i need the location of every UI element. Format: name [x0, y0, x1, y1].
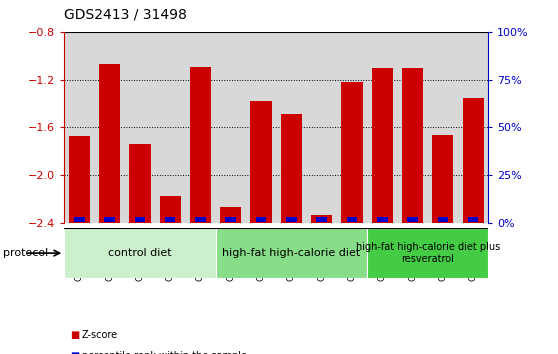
Bar [134, 217, 145, 222]
Bar [468, 217, 478, 222]
Bar [337, 32, 367, 223]
Bar [190, 67, 211, 223]
Bar [432, 135, 454, 223]
Text: GDS2413 / 31498: GDS2413 / 31498 [64, 7, 187, 21]
Bar [402, 68, 423, 223]
Bar [64, 228, 215, 278]
Text: ■: ■ [70, 330, 79, 340]
Text: high-fat high-calorie diet plus
resveratrol: high-fat high-calorie diet plus resverat… [355, 242, 500, 264]
Bar [463, 98, 484, 223]
Bar [99, 64, 120, 223]
Bar [341, 82, 363, 223]
Bar [407, 217, 418, 222]
Bar [306, 32, 337, 223]
Bar [437, 217, 448, 222]
Bar [220, 207, 242, 223]
Bar [69, 136, 90, 223]
Bar [347, 217, 357, 222]
Bar [225, 217, 236, 222]
Bar [256, 217, 266, 222]
Text: ■: ■ [70, 351, 79, 354]
Bar [64, 32, 94, 223]
Bar [129, 144, 151, 223]
Bar [195, 217, 206, 222]
Text: percentile rank within the sample: percentile rank within the sample [82, 351, 247, 354]
Bar [251, 101, 272, 223]
Bar [215, 32, 246, 223]
Bar [367, 32, 397, 223]
Bar [155, 32, 185, 223]
Bar [286, 217, 297, 222]
Text: protocol: protocol [3, 248, 48, 258]
Bar [165, 217, 175, 222]
Text: control diet: control diet [108, 248, 172, 258]
Bar [160, 195, 181, 223]
Bar [377, 217, 387, 222]
Bar [281, 114, 302, 223]
Bar [185, 32, 215, 223]
Bar [104, 217, 115, 222]
Bar [74, 217, 85, 222]
Bar [316, 217, 327, 222]
Bar [372, 68, 393, 223]
Bar [427, 32, 458, 223]
Bar [276, 32, 306, 223]
Bar [458, 32, 488, 223]
Bar [215, 228, 367, 278]
Bar [246, 32, 276, 223]
Text: high-fat high-calorie diet: high-fat high-calorie diet [222, 248, 360, 258]
Bar [125, 32, 155, 223]
Bar [311, 215, 332, 223]
Bar [397, 32, 427, 223]
Text: Z-score: Z-score [82, 330, 118, 340]
Bar [367, 228, 488, 278]
Bar [94, 32, 125, 223]
